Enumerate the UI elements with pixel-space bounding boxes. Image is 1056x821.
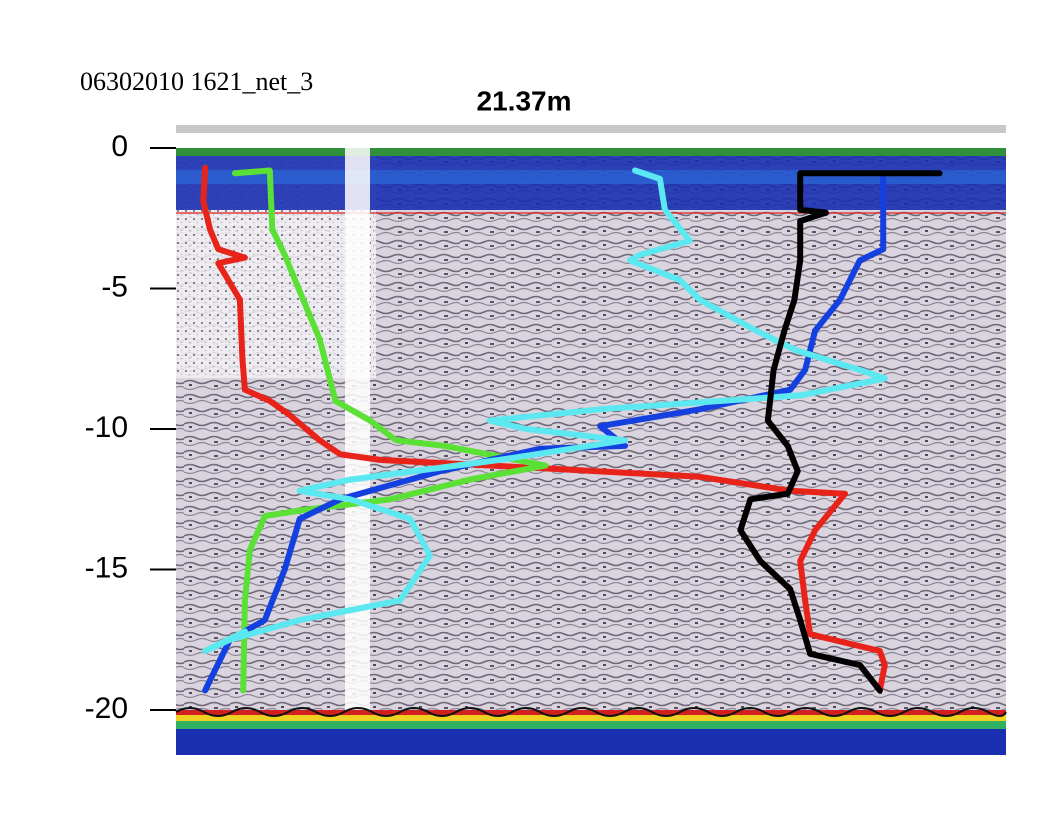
gap (345, 148, 370, 755)
chart-subtitle: 06302010 1621_net_3 (80, 67, 313, 96)
scale-bar (176, 125, 1006, 133)
profile-line (231, 167, 549, 694)
y-tick-label: -20 (85, 692, 128, 725)
y-tick-label: -10 (85, 411, 128, 444)
surface-band (176, 148, 1006, 156)
chart-title: 21.37m (477, 85, 572, 116)
bottom-band (176, 715, 1006, 721)
bottom-band (176, 729, 1006, 755)
profile-line (200, 164, 888, 694)
y-tick-label: -5 (101, 270, 128, 303)
y-tick-label: 0 (111, 130, 128, 163)
bottom-band (176, 721, 1006, 729)
seabed-line (175, 707, 1007, 717)
y-tick-label: -15 (85, 551, 128, 584)
profile-line (737, 170, 943, 694)
bottom-band (176, 710, 1006, 715)
profile-line (202, 167, 888, 654)
